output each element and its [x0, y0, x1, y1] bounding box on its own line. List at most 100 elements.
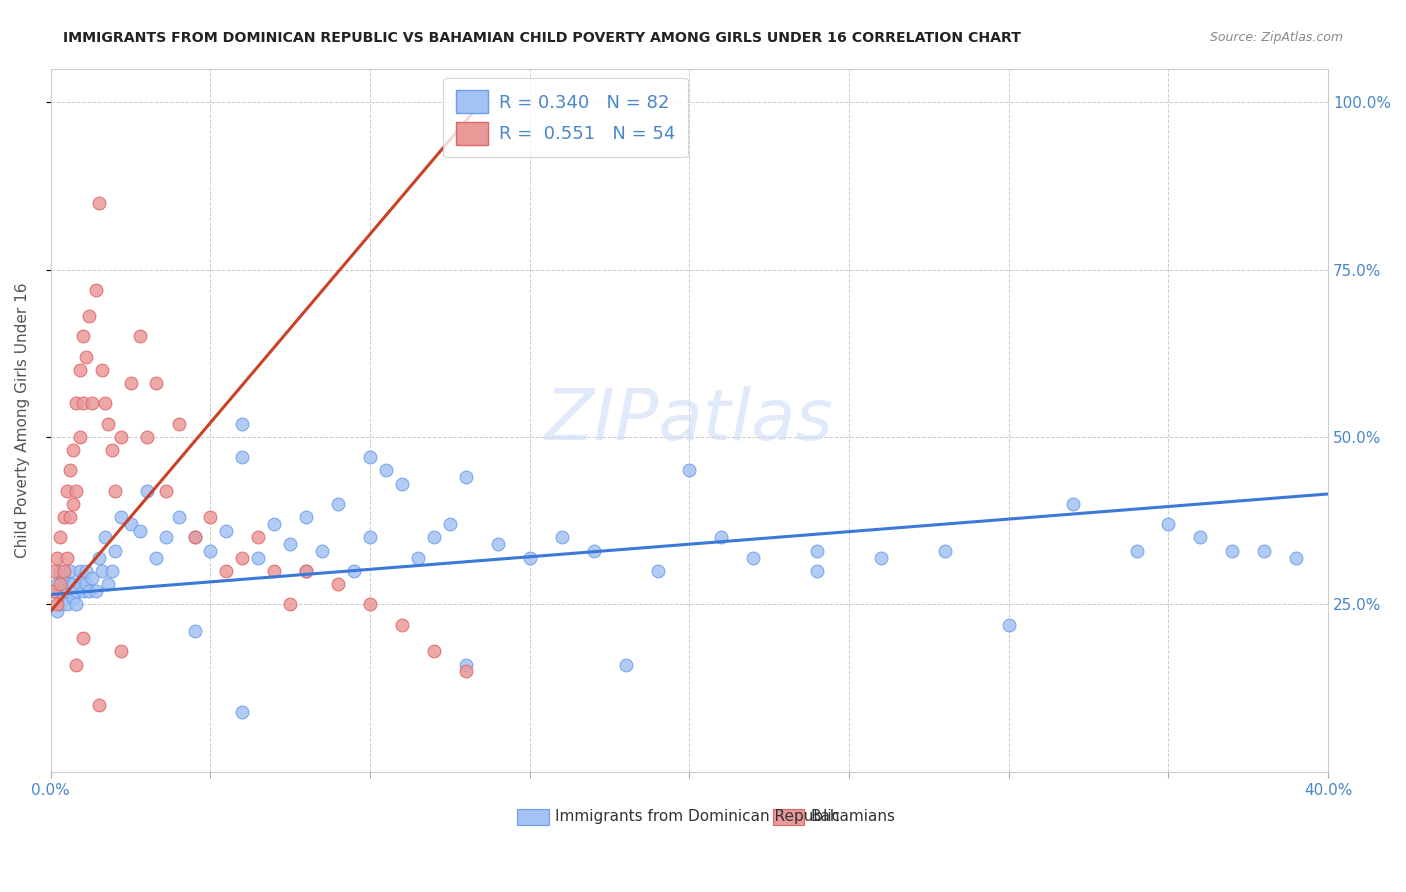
Point: [46, 550, 69, 565]
Point: [77, 584, 100, 599]
Point: [551, 531, 574, 545]
Point: [120, 376, 142, 391]
Point: [72, 571, 94, 585]
Point: [82, 396, 104, 410]
Point: [454, 665, 477, 679]
Point: [328, 497, 350, 511]
Point: [231, 417, 253, 431]
Point: [69, 577, 91, 591]
Point: [359, 531, 381, 545]
Point: [519, 550, 541, 565]
Point: [49, 577, 72, 591]
Point: [52, 571, 75, 585]
Point: [155, 531, 177, 545]
Point: [998, 617, 1021, 632]
Point: [806, 564, 828, 578]
Point: [328, 577, 350, 591]
Point: [72, 396, 94, 410]
Point: [46, 604, 69, 618]
Point: [295, 510, 318, 524]
Point: [59, 564, 82, 578]
Point: [97, 417, 120, 431]
Point: [678, 463, 700, 477]
Point: [46, 577, 69, 591]
Point: [1157, 517, 1180, 532]
Point: [742, 550, 765, 565]
Point: [75, 564, 97, 578]
Bar: [772, 809, 804, 825]
Point: [231, 550, 253, 565]
Point: [65, 396, 87, 410]
Text: ZIPatlas: ZIPatlas: [546, 385, 834, 455]
Legend: R = 0.340   N = 82, R =  0.551   N = 54: R = 0.340 N = 82, R = 0.551 N = 54: [443, 78, 688, 157]
Point: [90, 564, 112, 578]
Text: Source: ZipAtlas.com: Source: ZipAtlas.com: [1209, 31, 1343, 45]
Point: [56, 598, 79, 612]
Point: [183, 624, 205, 639]
Point: [84, 283, 107, 297]
Point: [59, 463, 82, 477]
Point: [454, 470, 477, 484]
Point: [375, 463, 398, 477]
Point: [49, 598, 72, 612]
Point: [129, 329, 152, 343]
Point: [46, 598, 69, 612]
Point: [77, 310, 100, 324]
Point: [183, 531, 205, 545]
Point: [75, 350, 97, 364]
Point: [42, 584, 65, 599]
Point: [69, 564, 91, 578]
Point: [42, 584, 65, 599]
Point: [145, 550, 167, 565]
Point: [49, 531, 72, 545]
Point: [94, 531, 117, 545]
Point: [231, 450, 253, 464]
Point: [311, 544, 333, 558]
Point: [934, 544, 956, 558]
Point: [1189, 531, 1212, 545]
Point: [69, 430, 91, 444]
Point: [391, 617, 413, 632]
Point: [59, 577, 82, 591]
Point: [1220, 544, 1243, 558]
Point: [49, 564, 72, 578]
Point: [59, 510, 82, 524]
Point: [200, 510, 222, 524]
Point: [100, 443, 122, 458]
Point: [295, 564, 318, 578]
Point: [62, 443, 84, 458]
Point: [614, 657, 637, 672]
Text: Bahamians: Bahamians: [811, 809, 896, 824]
Point: [710, 531, 733, 545]
Point: [135, 483, 157, 498]
Point: [75, 577, 97, 591]
Point: [90, 363, 112, 377]
Point: [56, 584, 79, 599]
Point: [72, 584, 94, 599]
Point: [72, 329, 94, 343]
Bar: [517, 809, 548, 825]
Point: [87, 195, 110, 210]
Point: [806, 544, 828, 558]
Point: [200, 544, 222, 558]
Point: [69, 363, 91, 377]
Point: [183, 531, 205, 545]
Point: [72, 631, 94, 645]
Point: [62, 577, 84, 591]
Point: [100, 564, 122, 578]
Point: [167, 510, 190, 524]
Point: [278, 537, 301, 551]
Point: [94, 396, 117, 410]
Point: [247, 531, 270, 545]
Point: [145, 376, 167, 391]
Point: [215, 564, 238, 578]
Point: [359, 450, 381, 464]
Point: [65, 483, 87, 498]
Point: [87, 698, 110, 712]
Point: [295, 564, 318, 578]
Point: [65, 598, 87, 612]
Point: [1125, 544, 1147, 558]
Point: [278, 598, 301, 612]
Point: [42, 564, 65, 578]
Point: [391, 476, 413, 491]
